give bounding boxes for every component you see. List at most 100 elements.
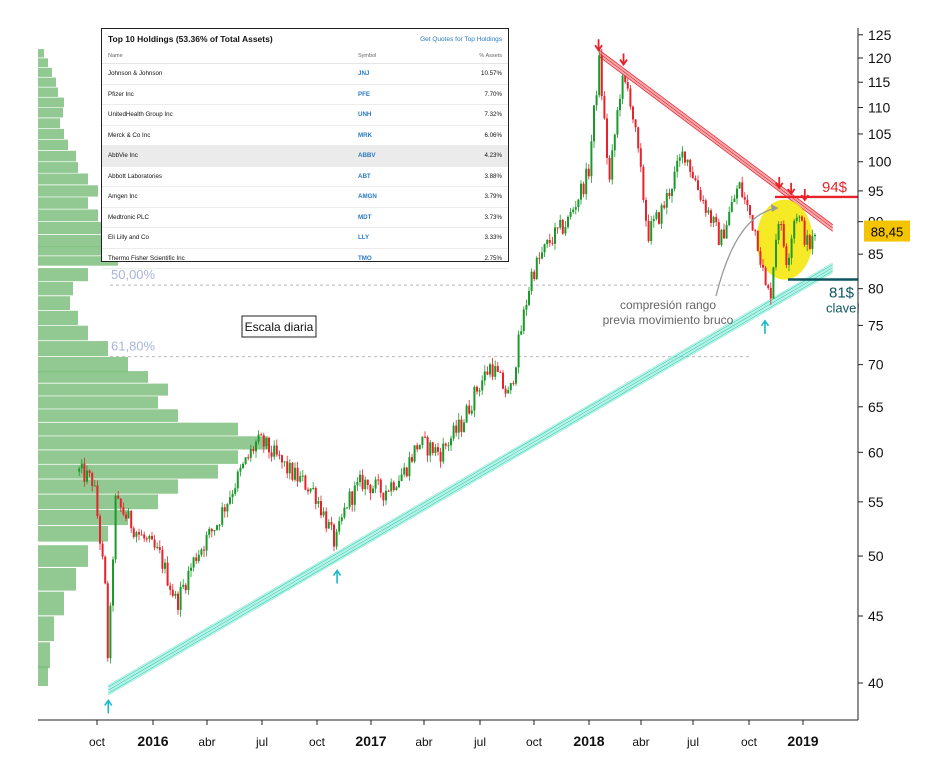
candle-body: [372, 488, 374, 494]
candle-body: [213, 530, 216, 532]
holding-symbol[interactable]: JNJ: [358, 70, 370, 78]
candle-body: [226, 503, 229, 512]
candle-body: [93, 485, 96, 487]
table-row: Amgen Inc AMGN 3.79%: [102, 187, 508, 208]
candle-body: [473, 386, 476, 411]
candle-body: [595, 95, 598, 106]
volume-profile-bar: [38, 49, 44, 58]
candle-body: [161, 550, 164, 569]
candle-body: [720, 229, 723, 245]
candle-body: [541, 252, 543, 259]
candle-body: [785, 246, 788, 265]
candle-body: [528, 291, 530, 305]
candle-body: [629, 88, 632, 107]
volume-profile-bar: [38, 256, 118, 266]
quotes-link[interactable]: Get Quotes for Top Holdings: [420, 35, 502, 43]
holding-name: Thermo Fisher Scientific Inc: [108, 254, 185, 262]
volume-profile-bar: [38, 246, 138, 256]
candle-body: [442, 443, 445, 462]
x-axis-tick-label: abr: [632, 735, 649, 749]
y-axis-tick-label: 105: [868, 126, 892, 142]
candle-body: [335, 531, 338, 547]
candle-body: [192, 557, 195, 568]
support-trendline: [108, 272, 833, 696]
holding-symbol[interactable]: PFE: [358, 90, 371, 98]
candle-body: [361, 474, 364, 490]
holding-pct: 6.06%: [484, 131, 502, 139]
candle-body: [239, 468, 242, 472]
x-axis-tick-label: jul: [686, 735, 699, 749]
candle-body: [686, 159, 689, 163]
candle-body: [353, 485, 356, 505]
holding-symbol[interactable]: AMGN: [358, 193, 377, 201]
candle-body: [405, 467, 408, 477]
candle-body: [403, 467, 406, 475]
candle-body: [715, 216, 718, 223]
y-axis-tick-label: 55: [868, 494, 884, 510]
volume-profile-bar: [38, 310, 78, 325]
candle-body: [499, 371, 502, 373]
table-row: Pfizer Inc PFE 7.70%: [102, 85, 508, 105]
fib-level-label: 61,80%: [111, 339, 156, 354]
candle-body: [96, 485, 99, 517]
candle-body: [418, 444, 421, 450]
holdings-column-headers: Name Symbol % Assets: [102, 49, 508, 64]
support-trendline: [108, 262, 833, 686]
candle-body: [481, 380, 484, 391]
level-81-sublabel: clave!: [826, 300, 860, 315]
volume-profile-bar: [38, 450, 238, 464]
candle-body: [343, 507, 346, 518]
column-symbol: Symbol: [358, 53, 377, 59]
volume-profile-bar: [38, 545, 88, 567]
candle-body: [678, 157, 681, 161]
candle-body: [543, 244, 546, 253]
candle-body: [416, 445, 419, 450]
candle-body: [330, 522, 333, 525]
candle-body: [780, 224, 783, 225]
candle-body: [411, 457, 413, 462]
holding-symbol[interactable]: ABBV: [358, 152, 376, 160]
candle-body: [600, 55, 603, 97]
candle-body: [366, 479, 369, 485]
candle-body: [606, 118, 608, 158]
candle-body: [130, 510, 133, 529]
candle-body: [80, 463, 83, 469]
candle-body: [803, 220, 806, 245]
candle-body: [551, 242, 554, 244]
candle-body: [660, 205, 663, 224]
table-row: Medtronic PLC MDT 3.73%: [102, 208, 508, 228]
candle-body: [530, 271, 533, 291]
x-axis-tick-label: oct: [526, 735, 543, 749]
candle-body: [569, 212, 572, 217]
candle-body: [470, 410, 473, 414]
holding-name: Merck & Co Inc: [108, 131, 151, 139]
holding-name: UnitedHealth Group Inc: [108, 111, 173, 119]
resistance-trendline: [598, 52, 834, 229]
candle-body: [216, 525, 218, 530]
holding-name: Pfizer Inc: [108, 90, 134, 98]
holding-symbol[interactable]: LLY: [358, 234, 370, 242]
holding-symbol[interactable]: ABT: [358, 172, 371, 180]
volume-profile-bar: [38, 479, 178, 494]
y-axis-tick-label: 60: [868, 444, 884, 460]
candle-body: [200, 549, 203, 555]
annotations: 94$ 81$clave! Escala diaria compresión rang…: [104, 39, 860, 714]
candle-body: [387, 490, 390, 492]
candle-body: [777, 224, 780, 240]
holding-symbol[interactable]: MDT: [358, 213, 372, 221]
candle-body: [730, 201, 733, 212]
resistance-trendline: [598, 49, 834, 226]
x-axis-tick-label: oct: [741, 735, 758, 749]
holding-symbol[interactable]: UNH: [358, 111, 372, 119]
candle-body: [322, 511, 325, 516]
y-axis-tick-label: 85: [868, 246, 884, 262]
holding-symbol[interactable]: MRK: [358, 131, 373, 139]
down-arrow-marker: [594, 39, 603, 52]
candle-body: [691, 171, 694, 179]
x-axis-tick-label: jul: [473, 735, 486, 749]
holding-symbol[interactable]: TMO: [358, 254, 372, 262]
candle-body: [132, 528, 135, 537]
candle-body: [374, 479, 377, 489]
scale-label-box: [241, 315, 317, 338]
candle-body: [746, 199, 749, 206]
